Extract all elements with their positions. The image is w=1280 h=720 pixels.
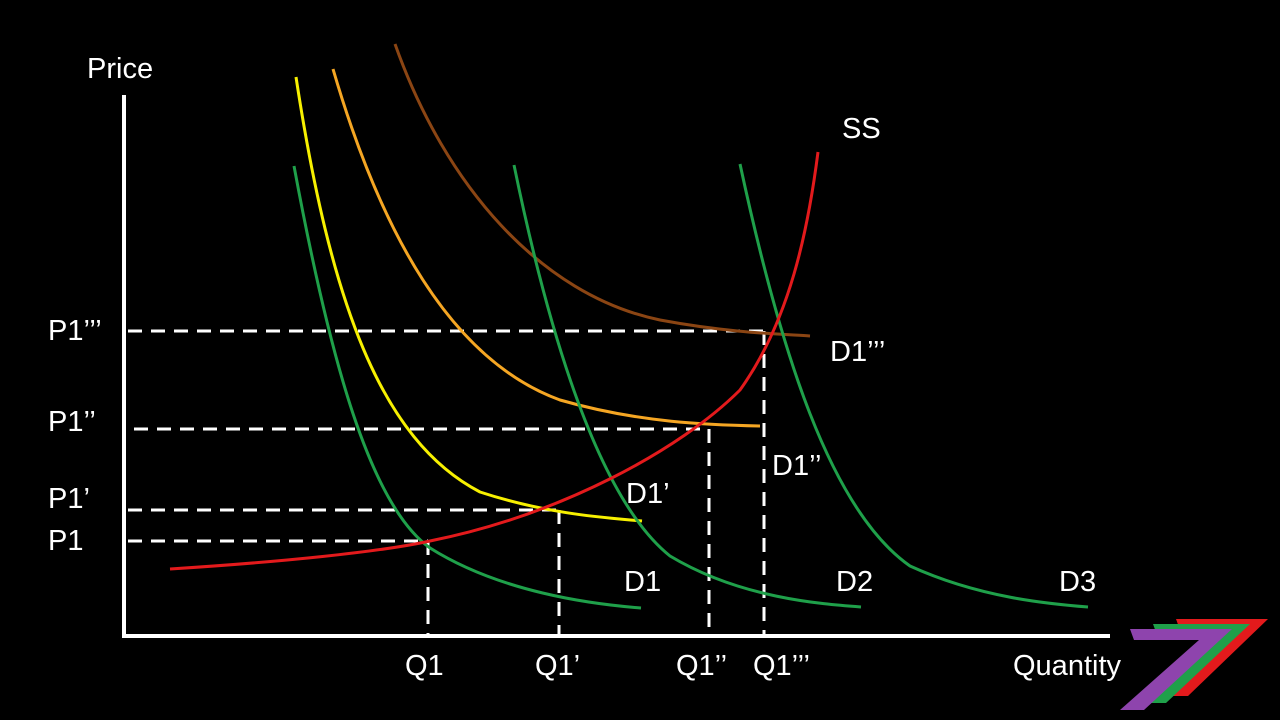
label-d1p: D1’ [626, 478, 670, 510]
curve-d1p [294, 76, 643, 523]
price-label-p1pp: P1’’ [48, 406, 96, 438]
quantity-label-q1: Q1 [405, 650, 444, 682]
curve-d1ppp [393, 43, 811, 338]
curve-d1pp [331, 68, 761, 428]
logo-mark [1120, 619, 1268, 710]
curve-d1 [292, 165, 642, 610]
price-label-p1p: P1’ [48, 483, 90, 515]
curve-d3 [738, 163, 1089, 609]
logo-stripe-purple [1120, 629, 1232, 710]
y-axis-label: Price [87, 53, 154, 85]
label-d1: D1 [624, 566, 662, 598]
label-d2: D2 [836, 566, 874, 598]
label-d1ppp: D1’’’ [830, 336, 886, 368]
curve-d2 [512, 164, 862, 609]
price-label-p1: P1 [48, 525, 84, 557]
x-axis-label: Quantity [1013, 650, 1121, 682]
price-label-p1ppp: P1’’’ [48, 315, 102, 347]
label-d3: D3 [1059, 566, 1097, 598]
label-ss: SS [842, 113, 881, 145]
quantity-label-q1pp: Q1’’ [676, 650, 728, 682]
label-d1pp: D1’’ [772, 450, 822, 482]
quantity-label-q1ppp: Q1’’’ [753, 650, 810, 682]
quantity-label-q1p: Q1’ [535, 650, 581, 682]
curve-supply [169, 151, 820, 571]
